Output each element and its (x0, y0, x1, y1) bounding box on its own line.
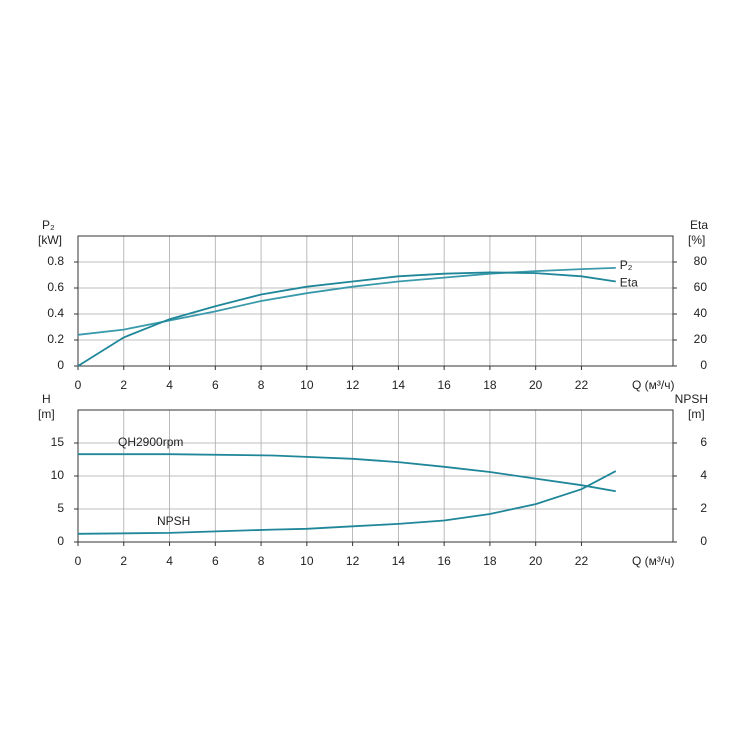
x-tick-label: 0 (75, 554, 82, 568)
x-tick-label: 18 (483, 378, 497, 392)
y-tick-label: 0.2 (47, 332, 64, 346)
y-tick-label: 0 (57, 358, 64, 372)
y-tick-label: 10 (51, 468, 65, 482)
x-tick-label: 10 (300, 378, 314, 392)
x-tick-label: 12 (346, 378, 360, 392)
x-tick-label: 14 (392, 378, 406, 392)
x-tick-label: 18 (483, 554, 497, 568)
x-tick-label: 4 (166, 378, 173, 392)
x-axis-title: Q (м³/ч) (632, 378, 675, 392)
x-tick-label: 20 (529, 378, 543, 392)
y-tick-label: 15 (51, 435, 65, 449)
y-tick-label: 0.4 (47, 306, 64, 320)
series-label: QH2900rpm (118, 435, 183, 449)
y2-tick-label: 2 (700, 501, 707, 515)
x-tick-label: 0 (75, 378, 82, 392)
series-line (77, 271, 616, 367)
x-tick-label: 2 (120, 554, 127, 568)
x-tick-label: 22 (575, 378, 589, 392)
x-axis-title: Q (м³/ч) (632, 554, 675, 568)
y2-tick-label: 6 (700, 435, 707, 449)
x-tick-label: 20 (529, 554, 543, 568)
series-line (77, 470, 617, 535)
y-tick-label: 0.8 (47, 254, 64, 268)
y-axis-title: H (42, 392, 51, 406)
y-tick-label: 0.6 (47, 280, 64, 294)
y2-tick-label: 40 (694, 306, 708, 320)
y2-tick-label: 60 (694, 280, 708, 294)
x-tick-label: 16 (437, 378, 451, 392)
x-tick-label: 22 (575, 554, 589, 568)
y2-tick-label: 20 (694, 332, 708, 346)
x-tick-label: 8 (258, 554, 265, 568)
plot-frame (77, 409, 674, 543)
y-tick-label: 0 (57, 534, 64, 548)
x-tick-label: 14 (392, 554, 406, 568)
y2-axis-unit: [%] (688, 233, 705, 247)
x-tick-label: 10 (300, 554, 314, 568)
x-tick-label: 2 (120, 378, 127, 392)
x-tick-label: 16 (437, 554, 451, 568)
series-label: Eta (620, 276, 638, 290)
x-tick-label: 8 (258, 378, 265, 392)
x-tick-label: 4 (166, 554, 173, 568)
y2-tick-label: 0 (700, 358, 707, 372)
series-line (77, 267, 616, 336)
y2-tick-label: 0 (700, 534, 707, 548)
y2-axis-title: NPSH (675, 392, 708, 406)
x-tick-label: 6 (212, 554, 219, 568)
series-label: NPSH (157, 514, 190, 528)
y-tick-label: 5 (57, 501, 64, 515)
x-tick-label: 6 (212, 378, 219, 392)
series-label: P₂ (620, 258, 633, 272)
y-axis-unit: [m] (38, 407, 55, 421)
plot-frame (77, 235, 674, 367)
y-axis-unit: [kW] (38, 233, 62, 247)
y2-axis-unit: [m] (688, 407, 705, 421)
series-line (78, 453, 616, 493)
y2-tick-label: 4 (700, 468, 707, 482)
y2-axis-title: Eta (690, 218, 708, 232)
y-axis-title: P₂ (42, 218, 55, 232)
x-tick-label: 12 (346, 554, 360, 568)
y2-tick-label: 80 (694, 254, 708, 268)
